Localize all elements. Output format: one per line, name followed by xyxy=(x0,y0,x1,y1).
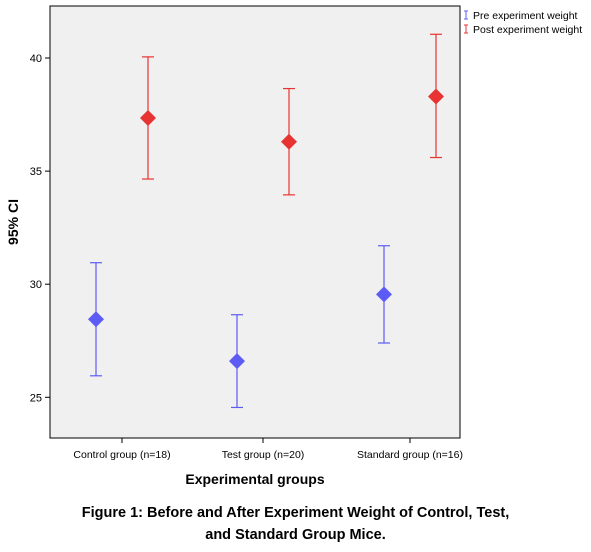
legend-item: Post experiment weight xyxy=(464,24,582,36)
x-axis: Control group (n=18) Test group (n=20) Sta… xyxy=(73,438,463,461)
y-tick-label: 25 xyxy=(30,392,42,404)
x-tick-label: Control group (n=18) xyxy=(73,449,170,461)
legend-label: Post experiment weight xyxy=(473,24,582,36)
mean-diamond-marker xyxy=(88,311,104,328)
y-tick-label: 40 xyxy=(30,53,42,65)
mean-diamond-marker xyxy=(140,109,156,126)
mean-diamond-marker xyxy=(281,133,297,150)
series-post-experiment-weight xyxy=(140,33,444,196)
chart-marks xyxy=(88,33,444,409)
y-axis: 25 30 35 40 xyxy=(30,53,50,404)
y-axis-label: 95% CI xyxy=(5,199,21,245)
legend-label: Pre experiment weight xyxy=(473,10,578,22)
legend-item: Pre experiment weight xyxy=(464,10,578,22)
mean-diamond-marker xyxy=(229,353,245,370)
legend: Pre experiment weight Post experiment wei… xyxy=(464,10,582,36)
figure-caption-line-1: Figure 1: Before and After Experiment We… xyxy=(81,505,510,521)
x-tick-label: Standard group (n=16) xyxy=(357,449,463,461)
x-tick-label: Test group (n=20) xyxy=(222,449,305,461)
plot-area xyxy=(49,5,461,439)
series-pre-experiment-weight xyxy=(88,245,392,409)
mean-diamond-marker xyxy=(376,286,392,303)
x-axis-label: Experimental groups xyxy=(185,471,324,487)
figure-caption-line-2: and Standard Group Mice. xyxy=(205,527,386,543)
error-bar-chart: 25 30 35 40 Control group (n=18) Test group … xyxy=(5,5,582,487)
y-tick-label: 35 xyxy=(30,166,42,178)
mean-diamond-marker xyxy=(428,88,444,105)
y-tick-label: 30 xyxy=(30,279,42,291)
